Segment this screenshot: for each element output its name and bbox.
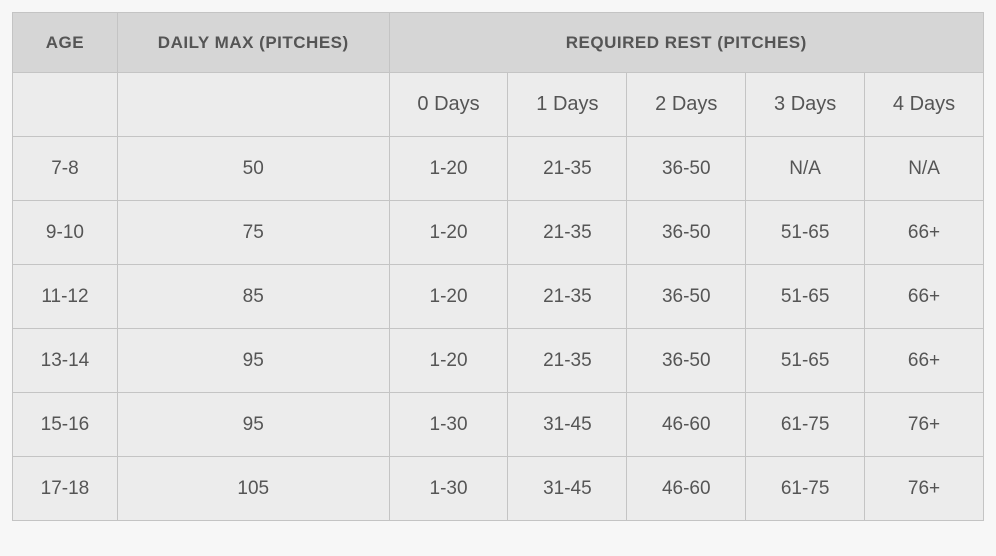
subheader-0-days: 0 Days	[389, 73, 508, 137]
cell-rest: 66+	[865, 329, 984, 393]
cell-rest: 66+	[865, 201, 984, 265]
cell-age: 9-10	[13, 201, 118, 265]
cell-rest: 1-20	[389, 265, 508, 329]
cell-rest: 46-60	[627, 457, 746, 521]
cell-rest: 1-30	[389, 393, 508, 457]
subheader-blank-daily	[117, 73, 389, 137]
cell-rest: 21-35	[508, 201, 627, 265]
cell-rest: 61-75	[746, 457, 865, 521]
header-row: AGE DAILY MAX (PITCHES) REQUIRED REST (P…	[13, 13, 984, 73]
cell-daily: 105	[117, 457, 389, 521]
cell-age: 7-8	[13, 137, 118, 201]
cell-rest: 36-50	[627, 137, 746, 201]
cell-rest: 36-50	[627, 265, 746, 329]
cell-rest: 1-20	[389, 201, 508, 265]
cell-rest: 36-50	[627, 329, 746, 393]
subheader-row: 0 Days 1 Days 2 Days 3 Days 4 Days	[13, 73, 984, 137]
cell-rest: 51-65	[746, 201, 865, 265]
cell-daily: 95	[117, 329, 389, 393]
subheader-1-days: 1 Days	[508, 73, 627, 137]
cell-rest: 31-45	[508, 457, 627, 521]
cell-rest: 46-60	[627, 393, 746, 457]
cell-rest: 66+	[865, 265, 984, 329]
cell-rest: 21-35	[508, 137, 627, 201]
cell-rest: 21-35	[508, 329, 627, 393]
table-row: 7-8 50 1-20 21-35 36-50 N/A N/A	[13, 137, 984, 201]
cell-rest: 76+	[865, 393, 984, 457]
cell-rest: 1-30	[389, 457, 508, 521]
table-row: 9-10 75 1-20 21-35 36-50 51-65 66+	[13, 201, 984, 265]
cell-rest: 51-65	[746, 329, 865, 393]
cell-rest: 36-50	[627, 201, 746, 265]
table-row: 15-16 95 1-30 31-45 46-60 61-75 76+	[13, 393, 984, 457]
table-row: 11-12 85 1-20 21-35 36-50 51-65 66+	[13, 265, 984, 329]
cell-age: 13-14	[13, 329, 118, 393]
cell-rest: 61-75	[746, 393, 865, 457]
cell-age: 11-12	[13, 265, 118, 329]
cell-daily: 75	[117, 201, 389, 265]
cell-rest: N/A	[746, 137, 865, 201]
cell-rest: 31-45	[508, 393, 627, 457]
cell-daily: 50	[117, 137, 389, 201]
cell-age: 15-16	[13, 393, 118, 457]
cell-age: 17-18	[13, 457, 118, 521]
cell-daily: 85	[117, 265, 389, 329]
pitch-count-table: AGE DAILY MAX (PITCHES) REQUIRED REST (P…	[12, 12, 984, 521]
cell-rest: 21-35	[508, 265, 627, 329]
col-header-required-rest: REQUIRED REST (PITCHES)	[389, 13, 983, 73]
col-header-age: AGE	[13, 13, 118, 73]
subheader-4-days: 4 Days	[865, 73, 984, 137]
subheader-blank-age	[13, 73, 118, 137]
table-row: 13-14 95 1-20 21-35 36-50 51-65 66+	[13, 329, 984, 393]
col-header-daily-max: DAILY MAX (PITCHES)	[117, 13, 389, 73]
subheader-2-days: 2 Days	[627, 73, 746, 137]
cell-rest: 76+	[865, 457, 984, 521]
cell-daily: 95	[117, 393, 389, 457]
table-row: 17-18 105 1-30 31-45 46-60 61-75 76+	[13, 457, 984, 521]
cell-rest: 1-20	[389, 329, 508, 393]
cell-rest: N/A	[865, 137, 984, 201]
cell-rest: 51-65	[746, 265, 865, 329]
subheader-3-days: 3 Days	[746, 73, 865, 137]
cell-rest: 1-20	[389, 137, 508, 201]
